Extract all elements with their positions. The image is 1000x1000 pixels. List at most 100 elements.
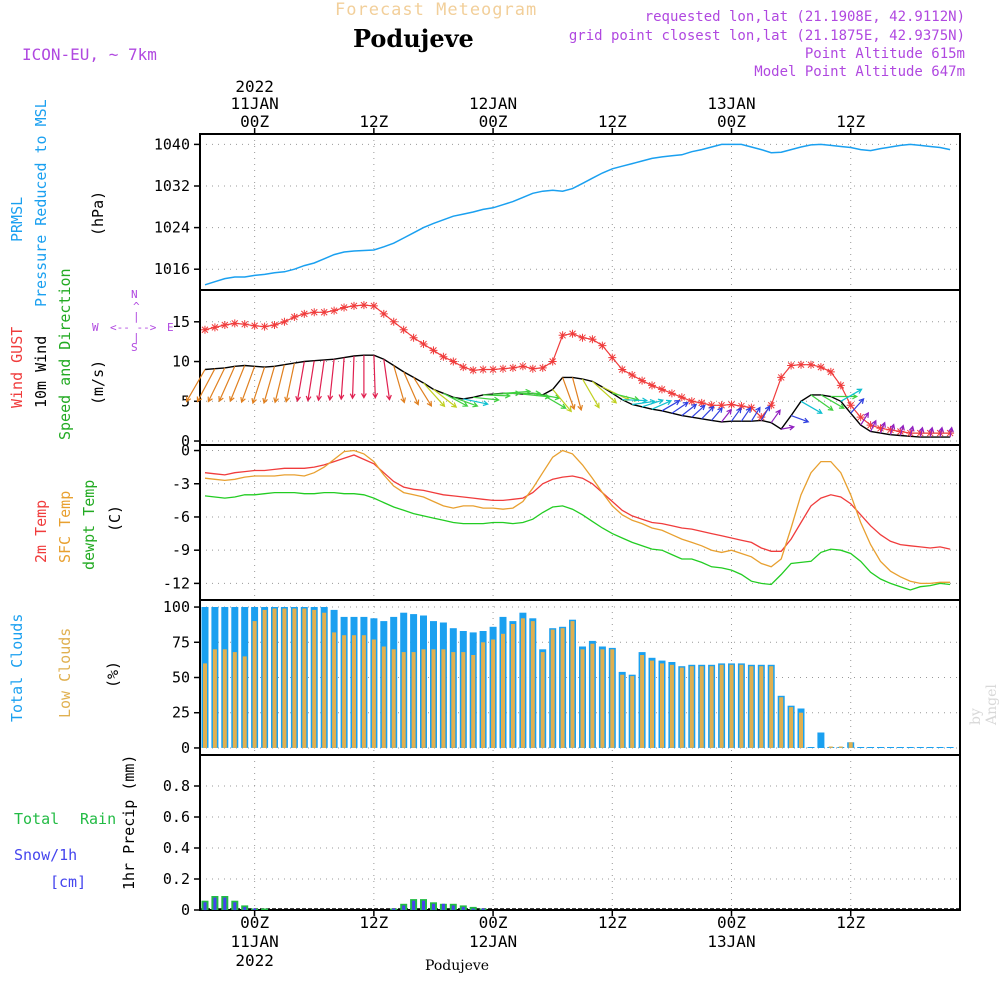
wind-arrow bbox=[423, 382, 446, 408]
gust-marker bbox=[657, 385, 666, 394]
pressure-line bbox=[204, 143, 951, 286]
compass-w: W bbox=[92, 321, 99, 334]
low-cloud-bar bbox=[222, 649, 227, 748]
model-name: ICON-EU, ~ 7km bbox=[22, 45, 157, 64]
y-tick-label: 0 bbox=[181, 901, 190, 919]
gust-marker bbox=[200, 325, 209, 334]
snow-bar bbox=[223, 897, 227, 910]
snow-bar bbox=[203, 902, 207, 911]
low-cloud-bar bbox=[679, 667, 684, 748]
bottom-date-label: 12JAN bbox=[469, 932, 517, 951]
wind-arrow bbox=[273, 364, 285, 404]
wind-arrow bbox=[196, 368, 216, 403]
gust-marker bbox=[757, 413, 766, 422]
gust-marker bbox=[568, 329, 577, 338]
low-cloud-bar bbox=[510, 624, 515, 748]
gust-marker bbox=[618, 365, 627, 374]
low-cloud-bar bbox=[391, 649, 396, 748]
gust-marker bbox=[747, 403, 756, 412]
wind-arrow bbox=[433, 388, 458, 408]
wind-arrow bbox=[899, 424, 905, 436]
snow-bar bbox=[432, 903, 435, 910]
model-altitude: Model Point Altitude 647m bbox=[754, 64, 965, 80]
low-cloud-bar bbox=[570, 621, 575, 748]
low-cloud-bar bbox=[600, 649, 605, 748]
gust-marker bbox=[419, 340, 428, 349]
gust-marker bbox=[479, 365, 488, 374]
gust-marker bbox=[528, 364, 537, 373]
gust-marker bbox=[469, 366, 478, 375]
top-time-label: 12Z bbox=[598, 112, 627, 131]
low-cloud-bar bbox=[848, 742, 853, 748]
wind-arrow bbox=[740, 406, 752, 422]
low-cloud-bar bbox=[640, 655, 645, 748]
low-cloud-bar bbox=[242, 656, 247, 748]
gust-marker bbox=[926, 429, 935, 438]
snow-bar bbox=[253, 908, 257, 910]
total-cloud-bar bbox=[817, 732, 825, 748]
top-time-label: 00Z bbox=[717, 112, 746, 131]
gust-marker bbox=[379, 309, 388, 318]
gust-marker bbox=[906, 429, 915, 438]
total-cloud-bar bbox=[906, 747, 914, 748]
point-altitude: Point Altitude 615m bbox=[804, 46, 965, 62]
precip-snow-unit: [cm] bbox=[50, 873, 87, 891]
wind-arrow bbox=[721, 408, 732, 423]
gust-marker bbox=[846, 401, 855, 410]
wind-arrow bbox=[542, 394, 567, 409]
precip-total-label: Total bbox=[14, 810, 60, 828]
wind-arrow bbox=[207, 367, 226, 403]
wind-arrow bbox=[403, 371, 420, 406]
wind-arrow bbox=[671, 401, 689, 414]
bottom-time-label: 12Z bbox=[836, 913, 865, 932]
bottom-time-label: 00Z bbox=[717, 913, 746, 932]
gust-marker bbox=[737, 402, 746, 411]
y-tick-label: 5 bbox=[181, 392, 190, 410]
gust-marker bbox=[638, 376, 647, 385]
gust-marker bbox=[578, 333, 587, 342]
rain-bar bbox=[469, 906, 477, 910]
gust-marker bbox=[826, 367, 835, 376]
low-cloud-bar bbox=[828, 746, 833, 748]
snow-bar bbox=[422, 900, 425, 910]
wind-arrow bbox=[889, 423, 896, 435]
total-cloud-bar bbox=[896, 747, 904, 748]
low-cloud-bar bbox=[451, 652, 456, 748]
low-cloud-bar bbox=[719, 664, 724, 748]
bottom-date-label: 11JAN bbox=[231, 932, 279, 951]
low-cloud-bar bbox=[441, 649, 446, 748]
low-cloud-bar bbox=[322, 612, 327, 748]
gust-marker bbox=[946, 429, 955, 438]
low-cloud-bar bbox=[709, 666, 714, 748]
top-date-label: 13JAN bbox=[707, 94, 755, 113]
low-cloud-bar bbox=[232, 652, 237, 748]
snow-bar bbox=[481, 908, 485, 910]
low-cloud-bar bbox=[769, 666, 774, 748]
gust-marker bbox=[916, 429, 925, 438]
low-cloud-bar bbox=[620, 674, 625, 748]
low-cloud-bar bbox=[361, 635, 366, 748]
low-cloud-bar bbox=[799, 712, 803, 748]
gust-marker bbox=[518, 362, 527, 371]
y-tick-label: 0 bbox=[181, 432, 190, 450]
gust-marker bbox=[856, 413, 865, 422]
low-cloud-bar bbox=[789, 707, 794, 748]
top-time-label: 00Z bbox=[479, 112, 508, 131]
grid-point-coords: grid point closest lon,lat (21.1875E, 42… bbox=[568, 28, 965, 44]
low-cloud-bar bbox=[689, 666, 694, 748]
wind-arrow bbox=[790, 415, 810, 424]
low-cloud-bar bbox=[580, 649, 585, 748]
snow-bar bbox=[451, 905, 455, 910]
low-cloud-bar bbox=[501, 633, 505, 748]
wind-arrow bbox=[800, 400, 823, 414]
top-year-label: 2022 bbox=[235, 77, 274, 96]
low-cloud-bar bbox=[262, 609, 267, 748]
gust-marker bbox=[667, 389, 676, 398]
low-cloud-bar bbox=[540, 652, 545, 748]
low-cloud-bar bbox=[292, 608, 297, 748]
location-title: Podujeve bbox=[353, 24, 474, 53]
wind-arrow bbox=[316, 359, 325, 402]
low-cloud-bar bbox=[650, 660, 654, 748]
gust-marker bbox=[548, 357, 557, 366]
total-cloud-bar bbox=[936, 747, 944, 748]
